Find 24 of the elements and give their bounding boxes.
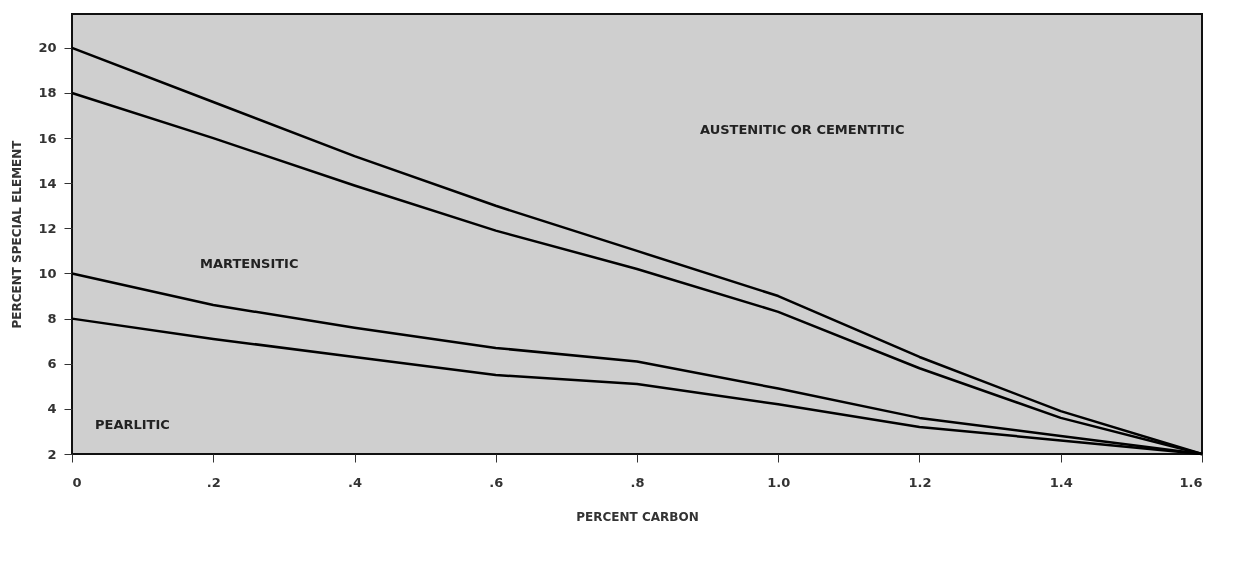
x-tick-label: 1.4	[1049, 474, 1073, 490]
y-tick-label: 8	[47, 311, 57, 327]
y-tick-label: 16	[38, 130, 57, 146]
annotation: PEARLITIC	[95, 417, 170, 432]
x-tick-label: 1.6	[1179, 474, 1203, 490]
y-tick-label: 12	[38, 220, 57, 236]
annotation: AUSTENITIC OR CEMENTITIC	[700, 122, 905, 137]
y-tick-label: 18	[38, 85, 57, 101]
y-tick-label: 14	[38, 175, 57, 191]
y-tick-label: 20	[38, 40, 57, 56]
annotation: MARTENSITIC	[200, 256, 299, 271]
x-tick-label: .6	[489, 474, 504, 490]
y-tick-label: 4	[47, 401, 57, 417]
x-tick-label: .8	[630, 474, 645, 490]
x-tick-label: .2	[206, 474, 221, 490]
y-tick-label: 10	[38, 265, 57, 281]
x-tick-label: .4	[348, 474, 362, 490]
x-tick-label: 0	[72, 474, 82, 490]
x-axis-title: PERCENT CARBON	[576, 509, 699, 524]
y-tick-label: 2	[47, 446, 57, 462]
x-tick-label: 1.2	[908, 474, 932, 490]
y-tick-label: 6	[47, 356, 57, 372]
y-axis-title: PERCENT SPECIAL ELEMENT	[10, 139, 25, 329]
x-tick-label: 1.0	[767, 474, 791, 490]
